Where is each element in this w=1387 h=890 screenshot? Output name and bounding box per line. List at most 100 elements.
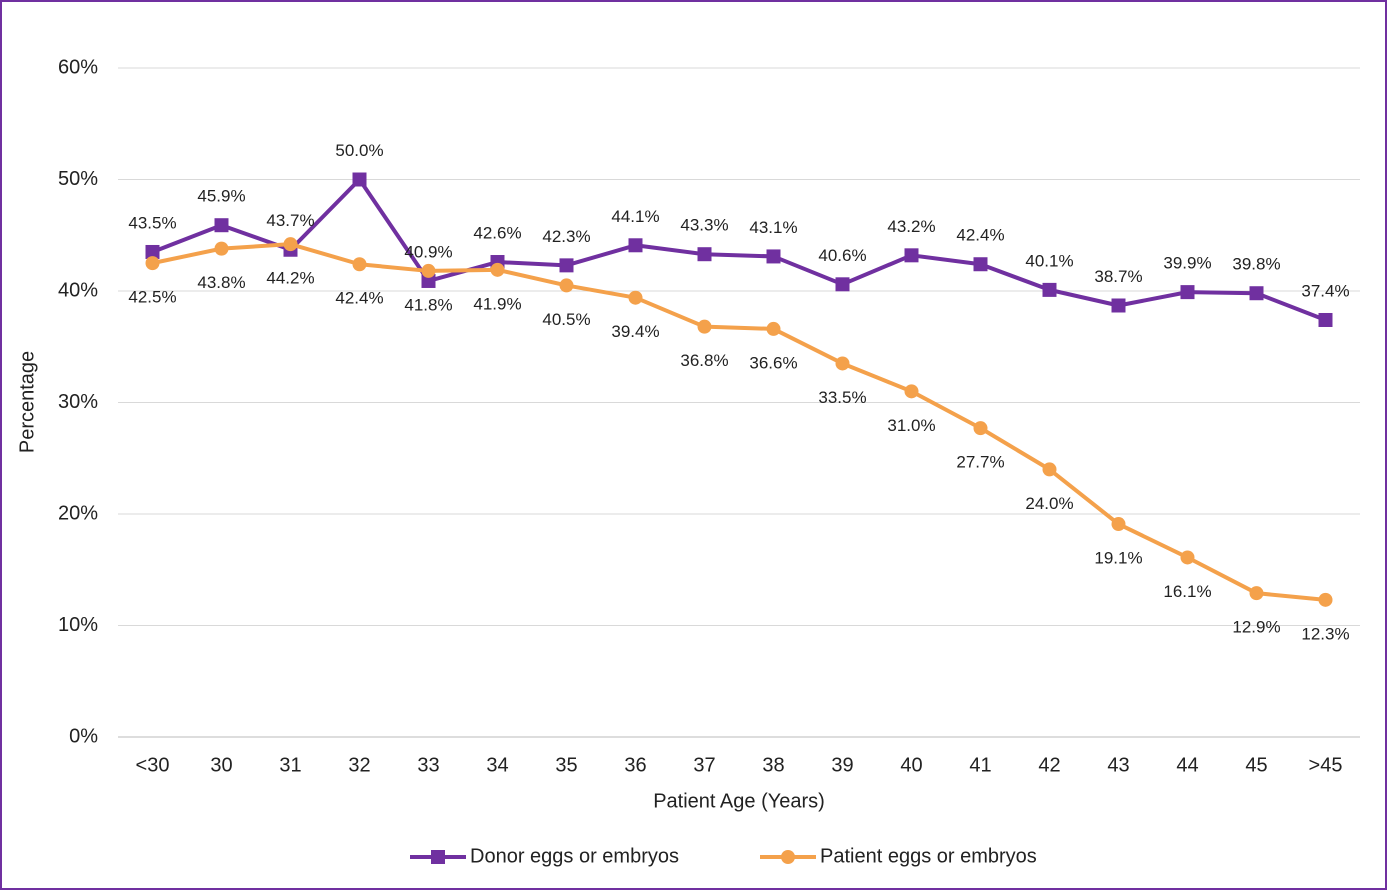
- data-point: [1111, 517, 1126, 532]
- data-point: [1249, 586, 1264, 601]
- data-point: [628, 290, 643, 305]
- data-label: 42.6%: [473, 223, 521, 242]
- data-point: [1318, 312, 1333, 327]
- data-point: [697, 319, 712, 334]
- data-point: [973, 421, 988, 436]
- x-tick-label: 33: [417, 754, 439, 776]
- legend-label: Patient eggs or embryos: [820, 845, 1037, 867]
- data-point: [421, 263, 436, 278]
- data-label: 39.8%: [1232, 255, 1280, 274]
- data-label: 50.0%: [335, 141, 383, 160]
- data-label: 43.8%: [197, 273, 245, 292]
- x-tick-label: 36: [624, 754, 646, 776]
- data-label: 31.0%: [887, 416, 935, 435]
- x-tick-label: 41: [969, 754, 991, 776]
- data-point: [1042, 282, 1057, 297]
- y-tick-label: 40%: [58, 279, 98, 301]
- y-tick-label: 60%: [58, 56, 98, 78]
- data-point: [1249, 286, 1264, 301]
- data-label: 42.5%: [128, 288, 176, 307]
- data-label: 42.4%: [956, 226, 1004, 245]
- series-line: [152, 242, 1326, 602]
- data-label: 37.4%: [1301, 281, 1349, 300]
- x-tick-label: 40: [900, 754, 922, 776]
- data-label: 36.6%: [749, 353, 797, 372]
- data-point: [904, 384, 919, 399]
- y-tick-label: 50%: [58, 168, 98, 190]
- data-label: 43.3%: [680, 216, 728, 235]
- data-point: [214, 218, 229, 233]
- data-point: [490, 262, 505, 277]
- y-axis-label: Percentage: [16, 351, 38, 453]
- data-point: [973, 257, 988, 272]
- data-label: 19.1%: [1094, 549, 1142, 568]
- legend-marker: [431, 850, 445, 864]
- data-label: 38.7%: [1094, 267, 1142, 286]
- data-point: [1180, 285, 1195, 300]
- data-label: 45.9%: [197, 187, 245, 206]
- data-point: [214, 241, 229, 256]
- data-label: 39.4%: [611, 322, 659, 341]
- x-tick-label: 34: [486, 754, 508, 776]
- x-tick-label: 44: [1176, 754, 1198, 776]
- data-label: 43.7%: [266, 211, 314, 230]
- data-point: [1042, 462, 1057, 477]
- data-point: [835, 356, 850, 371]
- series-line: [151, 177, 1327, 322]
- legend-marker: [781, 850, 795, 864]
- data-label: 40.1%: [1025, 251, 1073, 270]
- data-point: [835, 277, 850, 292]
- data-label: 12.3%: [1301, 624, 1349, 643]
- data-label: 27.7%: [956, 453, 1004, 472]
- data-point: [421, 273, 436, 288]
- data-label: 36.8%: [680, 351, 728, 370]
- data-label: 42.3%: [542, 227, 590, 246]
- data-label: 39.9%: [1163, 254, 1211, 273]
- data-point: [283, 237, 298, 252]
- data-label: 43.1%: [749, 218, 797, 237]
- data-point: [1111, 298, 1126, 313]
- data-point: [628, 238, 643, 253]
- data-label: 43.2%: [887, 217, 935, 236]
- data-label: 43.5%: [128, 213, 176, 232]
- y-tick-label: 10%: [58, 614, 98, 636]
- data-label: 44.2%: [266, 269, 314, 288]
- x-tick-label: 42: [1038, 754, 1060, 776]
- data-label: 44.1%: [611, 207, 659, 226]
- data-label: 40.9%: [404, 242, 452, 261]
- data-label: 40.5%: [542, 310, 590, 329]
- x-tick-label: 30: [210, 754, 232, 776]
- data-label: 33.5%: [818, 388, 866, 407]
- x-tick-label: 37: [693, 754, 715, 776]
- data-point: [352, 172, 367, 187]
- x-tick-label: 31: [279, 754, 301, 776]
- y-tick-label: 30%: [58, 391, 98, 413]
- data-label: 12.9%: [1232, 618, 1280, 637]
- data-point: [352, 257, 367, 272]
- y-tick-label: 0%: [69, 725, 98, 747]
- x-tick-label: 45: [1245, 754, 1267, 776]
- data-point: [559, 278, 574, 293]
- data-point: [766, 321, 781, 336]
- data-point: [145, 256, 160, 271]
- x-axis-label: Patient Age (Years): [653, 790, 825, 812]
- data-point: [766, 249, 781, 264]
- data-point: [559, 258, 574, 273]
- x-tick-label: 43: [1107, 754, 1129, 776]
- x-tick-label: 38: [762, 754, 784, 776]
- legend-label: Donor eggs or embryos: [470, 845, 679, 867]
- data-label: 41.8%: [404, 295, 452, 314]
- data-point: [1318, 592, 1333, 607]
- y-tick-label: 20%: [58, 502, 98, 524]
- data-point: [697, 247, 712, 262]
- x-tick-label: 32: [348, 754, 370, 776]
- data-label: 42.4%: [335, 289, 383, 308]
- data-label: 24.0%: [1025, 494, 1073, 513]
- x-tick-label: >45: [1309, 754, 1343, 776]
- data-label: 40.6%: [818, 246, 866, 265]
- data-point: [145, 244, 160, 259]
- x-tick-label: 39: [831, 754, 853, 776]
- data-label: 16.1%: [1163, 582, 1211, 601]
